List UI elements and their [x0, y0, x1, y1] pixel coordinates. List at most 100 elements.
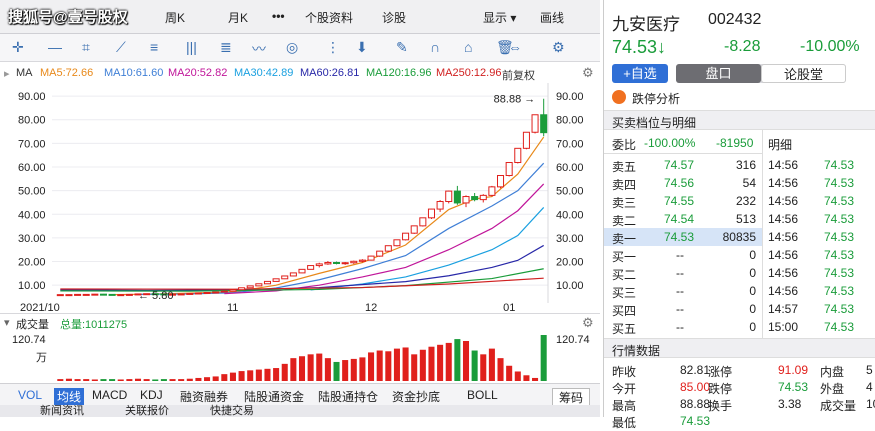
draw-line-button[interactable]: 画线: [540, 11, 565, 25]
volume-unit-label: 万: [36, 352, 47, 364]
ask-row-cell: 74.57: [664, 158, 695, 172]
volume-bar: [247, 370, 254, 381]
text-tool-icon[interactable]: ≣: [220, 39, 232, 55]
tab-related-quotes[interactable]: 关联报价: [125, 405, 169, 417]
arrow-down-tool-icon[interactable]: ⬇: [356, 39, 368, 55]
tab-hk-hold[interactable]: 陆股通持仓: [318, 390, 379, 404]
candle-body: [238, 287, 246, 291]
wave-tool-icon[interactable]: 〰: [252, 41, 266, 57]
y-tick-label-right: 10.00: [556, 280, 584, 292]
tick-row-cell: 74.53: [824, 194, 855, 208]
tab-month-k[interactable]: 月K: [228, 11, 249, 25]
tab-diagnose[interactable]: 诊股: [382, 11, 407, 25]
tab-quick-trade[interactable]: 快捷交易: [210, 405, 254, 417]
fan-tool-icon[interactable]: ⟋: [116, 39, 126, 55]
tick-row: 14:56 74.53: [768, 264, 875, 282]
y-tick-label-right: 30.00: [556, 233, 584, 245]
ma-legend-item: MA120:16.96: [366, 67, 432, 79]
tab-margin[interactable]: 融资融券: [180, 390, 229, 404]
volume-bar: [160, 379, 167, 381]
cycle-tool-icon[interactable]: ◎: [286, 39, 299, 55]
market-section-header: 行情数据: [604, 338, 875, 358]
candlestick-chart[interactable]: 90.00 90.00 80.00 80.00 70.00 70.00 60.00 60.00…: [0, 83, 600, 313]
ma-line-ma60: [60, 244, 544, 291]
volume-bar: [65, 378, 72, 381]
magnet-icon[interactable]: ∩: [430, 39, 441, 55]
candle-body: [160, 293, 168, 296]
volume-bar: [480, 354, 487, 381]
candle-body: [99, 293, 107, 296]
tab-news[interactable]: 新闻资讯: [40, 405, 84, 417]
display-dropdown[interactable]: 显示 ▾: [483, 9, 516, 26]
lock-icon[interactable]: ⌂: [464, 39, 473, 55]
limit-analysis-link[interactable]: 跌停分析: [632, 92, 681, 106]
candle-body: [263, 280, 271, 285]
crosshair-icon[interactable]: ✛: [12, 39, 24, 55]
weibi-label: 委比: [612, 138, 637, 152]
stock-price: 74.53↓: [612, 37, 666, 58]
gear-icon[interactable]: ⚙: [582, 315, 594, 330]
x-tick-label: 12: [365, 302, 377, 313]
volume-bar: [342, 360, 349, 381]
collapse-icon[interactable]: ▸: [4, 68, 10, 80]
stat-row-cell: 最高: [612, 399, 637, 413]
candle-body: [427, 208, 435, 219]
volume-bar: [333, 361, 340, 381]
gear-icon[interactable]: ⚙: [582, 65, 594, 80]
stat-row-cell: 10: [866, 397, 875, 411]
volume-bar: [143, 379, 150, 381]
volume-max-label-right: 120.74: [556, 334, 590, 346]
tab-vol[interactable]: VOL: [18, 388, 43, 402]
tab-forum[interactable]: 论股堂: [761, 64, 846, 83]
chart-topbar: 搜狐号@壹号股权 周K 月K ••• 个股资料 诊股 显示 ▾ 画线: [0, 0, 600, 34]
collapse-icon[interactable]: ▾: [4, 317, 10, 329]
tab-boll[interactable]: BOLL: [467, 388, 498, 402]
volume-bar: [264, 368, 271, 381]
volume-bar: [307, 354, 314, 381]
volume-chart[interactable]: 120.74 万 120.74: [0, 331, 600, 383]
tab-avg-line[interactable]: 均线: [54, 388, 85, 405]
weibi-diff: -81950: [716, 136, 754, 150]
ma-line-ma5: [112, 136, 545, 296]
fib-tool-icon[interactable]: ≡: [150, 39, 159, 55]
tab-more[interactable]: •••: [272, 9, 285, 23]
tick-row-cell: 74.53: [824, 284, 855, 298]
tick-row-cell: 74.53: [824, 320, 855, 334]
indicator-tabs: VOL 均线 MACD KDJ 融资融券 陆股通资金 陆股通持仓 资金抄底 BO…: [0, 383, 600, 407]
crop-tool-icon[interactable]: ⌗: [82, 39, 90, 55]
volume-bar: [359, 357, 366, 381]
add-watchlist-button[interactable]: +自选: [612, 64, 668, 83]
candle-body: [497, 175, 505, 188]
volume-bar: [385, 351, 392, 381]
tick-row: 14:56 74.53: [768, 156, 875, 174]
trash-icon[interactable]: 🗑: [496, 39, 514, 55]
tab-stock-profile[interactable]: 个股资料: [305, 11, 354, 25]
candle-body: [220, 290, 228, 293]
line-tool-icon[interactable]: —: [48, 39, 62, 55]
candle-body: [246, 285, 254, 289]
measure-tool-icon[interactable]: ⋮: [326, 39, 340, 55]
tab-week-k[interactable]: 周K: [165, 11, 186, 25]
tab-hk-fund[interactable]: 陆股通资金: [244, 390, 305, 404]
gear-icon[interactable]: ⚙: [552, 39, 565, 55]
stat-row-cell: 3.38: [778, 397, 802, 411]
stat-row: [768, 412, 875, 430]
y-tick-label-left: 50.00: [18, 186, 46, 198]
volume-total: 总量:1011275: [60, 319, 128, 331]
alert-icon: [612, 90, 626, 104]
tab-kdj[interactable]: KDJ: [140, 388, 163, 402]
candle-body: [341, 262, 349, 265]
volume-bar: [454, 339, 461, 381]
tab-fund-flow[interactable]: 资金抄底: [392, 390, 441, 404]
eraser-icon[interactable]: ✎: [396, 39, 408, 55]
y-tick-label-right: 90.00: [556, 91, 584, 103]
flip-icon[interactable]: ⇔: [508, 39, 522, 55]
tick-row-cell: 14:56: [768, 212, 799, 226]
watermark: 搜狐号@壹号股权: [8, 9, 128, 26]
tab-macd[interactable]: MACD: [92, 388, 128, 402]
stat-row: 今开 85.00: [610, 378, 762, 396]
bars-tool-icon[interactable]: |||: [186, 39, 197, 55]
candle-body: [333, 261, 341, 264]
tab-handicap[interactable]: 盘口: [676, 64, 761, 83]
volume-bar: [117, 379, 124, 381]
